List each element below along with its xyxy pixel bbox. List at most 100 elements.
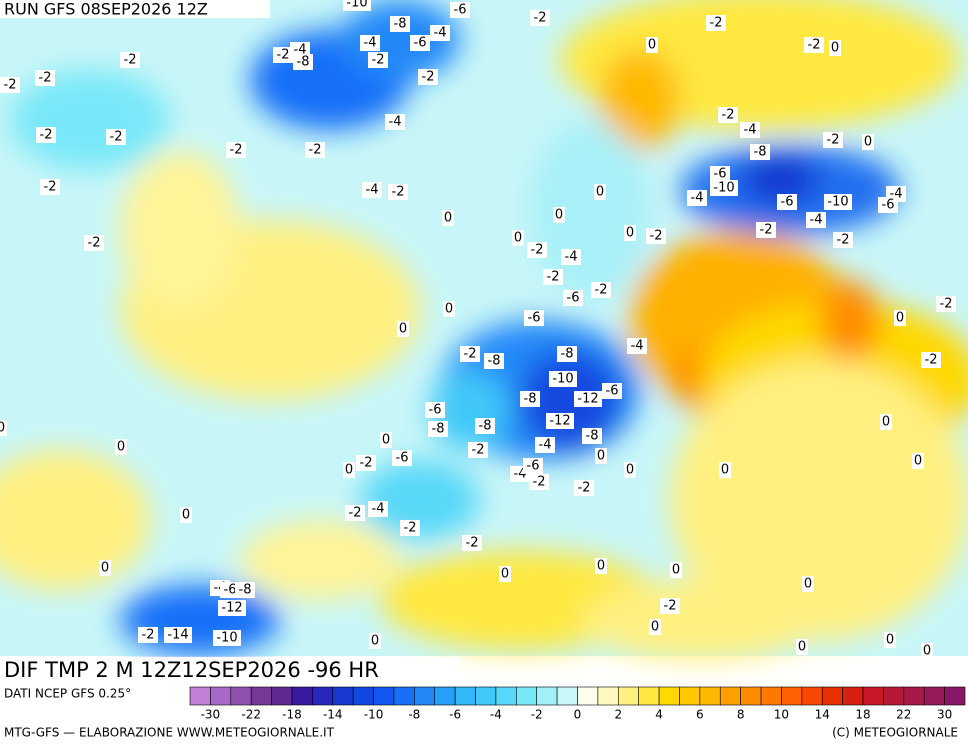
- contour-label: -12: [221, 601, 242, 616]
- contour-label: -6: [429, 403, 442, 418]
- contour-label: -6: [454, 3, 467, 18]
- contour-label-box: [718, 107, 738, 123]
- contour-label-box: [719, 462, 731, 478]
- contour-label: -2: [466, 536, 479, 551]
- contour-label-box: [557, 346, 577, 362]
- contour-label: 0: [651, 620, 659, 635]
- contour-label-box: [549, 371, 577, 387]
- colorbar-tick-label: 6: [696, 708, 704, 722]
- contour-label-box: [520, 391, 540, 407]
- contour-label-box: [428, 421, 448, 437]
- colorbar-tick-label: 18: [855, 708, 870, 722]
- contour-label: -8: [754, 145, 767, 160]
- contour-label: 0: [864, 135, 872, 150]
- color-box: [577, 686, 599, 706]
- contour-label: 0: [182, 508, 190, 523]
- contour-label: -4: [372, 502, 385, 517]
- contour-label-box: [226, 142, 246, 158]
- contour-label-box: [345, 505, 365, 521]
- contour-label: -2: [760, 223, 773, 238]
- contour-label-box: [400, 520, 420, 536]
- contour-label-box: [293, 54, 313, 70]
- contour-label: -12: [549, 414, 570, 429]
- contour-label-box: [880, 414, 892, 430]
- contour-label-box: [574, 480, 594, 496]
- color-box: [291, 686, 313, 706]
- contour-label-box: [756, 222, 776, 238]
- contour-label-box: [99, 560, 111, 576]
- contour-label-box: [180, 507, 192, 523]
- map-field: [0, 0, 968, 660]
- contour-label-box: [392, 450, 412, 466]
- contour-label-box: [442, 210, 454, 226]
- contour-label: 0: [501, 567, 509, 582]
- contour-label: 0: [626, 463, 634, 478]
- contour-label: 0: [382, 433, 390, 448]
- contour-label: -2: [837, 233, 850, 248]
- contour-label-box: [484, 353, 504, 369]
- contour-label-box: [84, 235, 104, 251]
- contour-label: -4: [631, 339, 644, 354]
- contour-label: -2: [472, 443, 485, 458]
- contour-label-box: [115, 439, 127, 455]
- contour-label: -6: [414, 36, 427, 51]
- contour-label-box: [777, 194, 797, 210]
- contour-label: 0: [896, 311, 904, 326]
- color-box: [454, 686, 476, 706]
- contour-label-box: [138, 627, 158, 643]
- contour-label: 0: [923, 644, 931, 659]
- colorbar-tick-label: -4: [490, 708, 502, 722]
- colorbar-tick-label: -6: [449, 708, 461, 722]
- contour-label-box: [343, 462, 355, 478]
- color-box: [638, 686, 660, 706]
- contour-label-box: [936, 296, 956, 312]
- contour-label: 0: [514, 231, 522, 246]
- contour-label-box: [884, 632, 896, 648]
- contour-label-box: [649, 619, 661, 635]
- contour-label-box: [921, 643, 933, 659]
- colorbar-tick-label: -22: [241, 708, 261, 722]
- contour-label: -2: [124, 53, 137, 68]
- colorbar-tick-label: 8: [737, 708, 745, 722]
- contour-label-box: [460, 346, 480, 362]
- contour-label: 0: [0, 421, 5, 436]
- contour-label: -14: [167, 628, 188, 643]
- contour-label: -8: [586, 429, 599, 444]
- contour-label-box: [475, 418, 495, 434]
- color-box: [250, 686, 272, 706]
- contour-label: -4: [810, 213, 823, 228]
- contour-label-box: [369, 633, 381, 649]
- contour-label-box: [627, 338, 647, 354]
- contour-label-box: [710, 166, 730, 182]
- contour-label: -2: [39, 71, 52, 86]
- contour-label: 0: [672, 563, 680, 578]
- contour-label-box: [356, 455, 376, 471]
- contour-label-box: [796, 639, 808, 655]
- contour-label: -8: [488, 354, 501, 369]
- contour-label-box: [535, 437, 555, 453]
- contour-label-box: [646, 228, 666, 244]
- credit-label: MTG-GFS — ELABORAZIONE WWW.METEOGIORNALE…: [4, 726, 335, 740]
- contour-label-box: [425, 402, 445, 418]
- contour-label-box: [894, 310, 906, 326]
- contour-label-box: [164, 627, 192, 643]
- contour-label-box: [40, 179, 60, 195]
- color-box: [842, 686, 864, 706]
- contour-label: 0: [597, 559, 605, 574]
- contour-label: -2: [88, 236, 101, 251]
- contour-label: -2: [533, 475, 546, 490]
- contour-label-box: [750, 144, 770, 160]
- contour-label: -6: [396, 451, 409, 466]
- contour-label: -2: [360, 456, 373, 471]
- field-title: DIF TMP 2 M 12Z12SEP2026 -96 HR: [4, 658, 379, 682]
- source-label: DATI NCEP GFS 0.25°: [4, 687, 131, 701]
- contour-label-box: [660, 598, 680, 614]
- contour-label-box: [213, 630, 241, 646]
- contour-label-box: [273, 47, 293, 63]
- contour-label-box: [706, 15, 726, 31]
- color-box: [781, 686, 803, 706]
- contour-label: -2: [925, 353, 938, 368]
- color-box: [740, 686, 762, 706]
- contour-label: 0: [345, 463, 353, 478]
